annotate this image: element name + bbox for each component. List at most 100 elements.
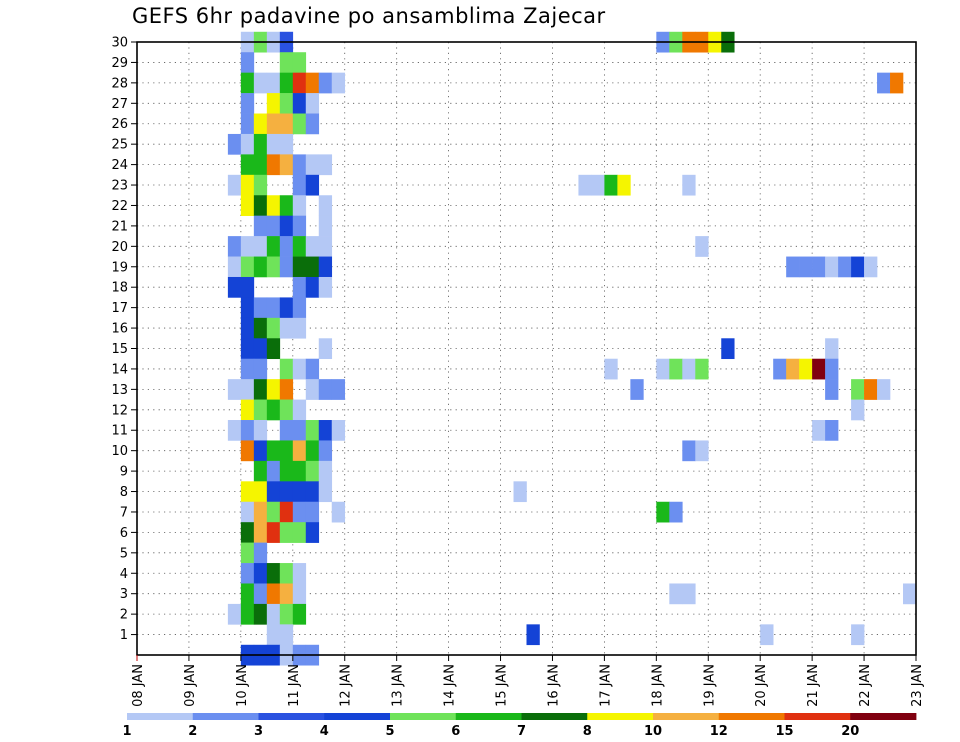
heatmap-cell bbox=[786, 256, 800, 278]
heatmap-cell bbox=[825, 358, 839, 380]
heatmap-cell bbox=[240, 522, 255, 543]
heatmap-cell bbox=[331, 501, 346, 523]
colorbar-label: 12 bbox=[710, 724, 728, 739]
y-tick-label: 19 bbox=[111, 260, 128, 275]
y-tick-label: 21 bbox=[111, 219, 128, 234]
heatmap-cell bbox=[292, 399, 307, 421]
colorbar-segment bbox=[455, 713, 522, 720]
heatmap-cell bbox=[227, 236, 242, 257]
x-tick-label: 15 JAN bbox=[495, 664, 510, 707]
x-tick-label: 11 JAN bbox=[287, 664, 302, 707]
heatmap-cell bbox=[890, 72, 904, 94]
colorbar-segment bbox=[258, 713, 325, 720]
heatmap-cell bbox=[318, 460, 333, 482]
heatmap-cell bbox=[305, 276, 320, 298]
heatmap-cell bbox=[279, 113, 294, 135]
heatmap-cell bbox=[851, 379, 865, 400]
x-tick-label: 13 JAN bbox=[391, 664, 406, 707]
x-tick-label: 12 JAN bbox=[339, 664, 354, 707]
x-tick-label: 23 JAN bbox=[910, 664, 925, 707]
x-tick-label: 21 JAN bbox=[806, 664, 821, 707]
heatmap-cell bbox=[903, 583, 917, 605]
heatmap-cell bbox=[253, 317, 268, 339]
heatmap-cell bbox=[227, 603, 242, 625]
y-tick-label: 13 bbox=[111, 383, 128, 398]
colorbar-label: 4 bbox=[320, 724, 329, 739]
y-tick-label: 11 bbox=[111, 424, 128, 439]
heatmap-cell bbox=[240, 481, 255, 503]
heatmap-cell bbox=[253, 174, 268, 196]
x-tick-label: 20 JAN bbox=[754, 664, 769, 707]
heatmap-cell bbox=[604, 358, 618, 380]
heatmap-cell bbox=[513, 481, 527, 503]
heatmap-cell bbox=[266, 154, 281, 176]
heatmap-cell bbox=[253, 358, 268, 380]
heatmap-cell bbox=[760, 624, 774, 646]
heatmap-cell bbox=[253, 583, 268, 605]
heatmap-cell bbox=[253, 603, 268, 625]
heatmap-cell bbox=[253, 195, 268, 216]
heatmap-cell bbox=[292, 563, 307, 584]
y-tick-label: 4 bbox=[120, 567, 128, 582]
x-tick-label: 16 JAN bbox=[546, 664, 561, 707]
heatmap-cell bbox=[253, 72, 268, 94]
heatmap-cell bbox=[292, 256, 307, 278]
heatmap-cell bbox=[305, 174, 320, 196]
x-tick-label: 22 JAN bbox=[858, 664, 873, 707]
heatmap-cell bbox=[305, 379, 320, 400]
heatmap-cell bbox=[279, 379, 294, 400]
heatmap-cell bbox=[851, 256, 865, 278]
heatmap-cell bbox=[266, 317, 281, 339]
colorbar-segment bbox=[850, 713, 917, 720]
heatmap-cell bbox=[266, 624, 281, 646]
heatmap-cell bbox=[318, 256, 333, 278]
heatmap-cell bbox=[318, 481, 333, 503]
heatmap-cell bbox=[240, 603, 255, 625]
heatmap-cell bbox=[240, 542, 255, 564]
heatmap-cell bbox=[253, 501, 268, 523]
heatmap-cell bbox=[305, 113, 320, 135]
heatmap-cell bbox=[305, 420, 320, 441]
colorbar-segment bbox=[521, 713, 588, 720]
heatmap-cell bbox=[305, 72, 320, 94]
y-tick-label: 2 bbox=[120, 608, 128, 623]
heatmap-cell bbox=[305, 236, 320, 257]
heatmap-cell bbox=[253, 297, 268, 319]
colorbar-label: 6 bbox=[451, 724, 460, 739]
y-tick-label: 18 bbox=[111, 281, 128, 296]
heatmap-cell bbox=[864, 379, 878, 400]
heatmap-cell bbox=[266, 195, 281, 216]
heatmap-cell bbox=[279, 440, 294, 462]
heatmap-cell bbox=[266, 256, 281, 278]
y-tick-label: 9 bbox=[120, 465, 128, 480]
heatmap-cell bbox=[292, 460, 307, 482]
heatmap-cell bbox=[279, 399, 294, 421]
heatmap-cell bbox=[279, 256, 294, 278]
colorbar-label: 3 bbox=[254, 724, 263, 739]
heatmap-cell bbox=[292, 501, 307, 523]
heatmap-cell bbox=[240, 358, 255, 380]
colorbar-label: 5 bbox=[385, 724, 394, 739]
x-tick-label: 09 JAN bbox=[183, 664, 198, 707]
heatmap-cell bbox=[253, 542, 268, 564]
heatmap-cell bbox=[305, 460, 320, 482]
heatmap-cell bbox=[279, 583, 294, 605]
y-tick-label: 17 bbox=[111, 301, 128, 316]
heatmap-cell bbox=[773, 358, 787, 380]
heatmap-cell bbox=[266, 583, 281, 605]
heatmap-cell bbox=[240, 501, 255, 523]
heatmap-cell bbox=[240, 174, 255, 196]
heatmap-cell bbox=[292, 583, 307, 605]
y-tick-label: 30 bbox=[111, 36, 128, 51]
heatmap-cell bbox=[292, 72, 307, 94]
heatmap-cell bbox=[825, 338, 839, 360]
heatmap-cell bbox=[331, 420, 346, 441]
heatmap-cell bbox=[266, 379, 281, 400]
heatmap-cell bbox=[799, 358, 813, 380]
heatmap-cell bbox=[266, 501, 281, 523]
colorbar-label: 8 bbox=[583, 724, 592, 739]
colorbar-segment bbox=[192, 713, 259, 720]
heatmap-cell bbox=[812, 420, 826, 441]
y-tick-label: 23 bbox=[111, 179, 128, 194]
x-tick-label: 14 JAN bbox=[443, 664, 458, 707]
